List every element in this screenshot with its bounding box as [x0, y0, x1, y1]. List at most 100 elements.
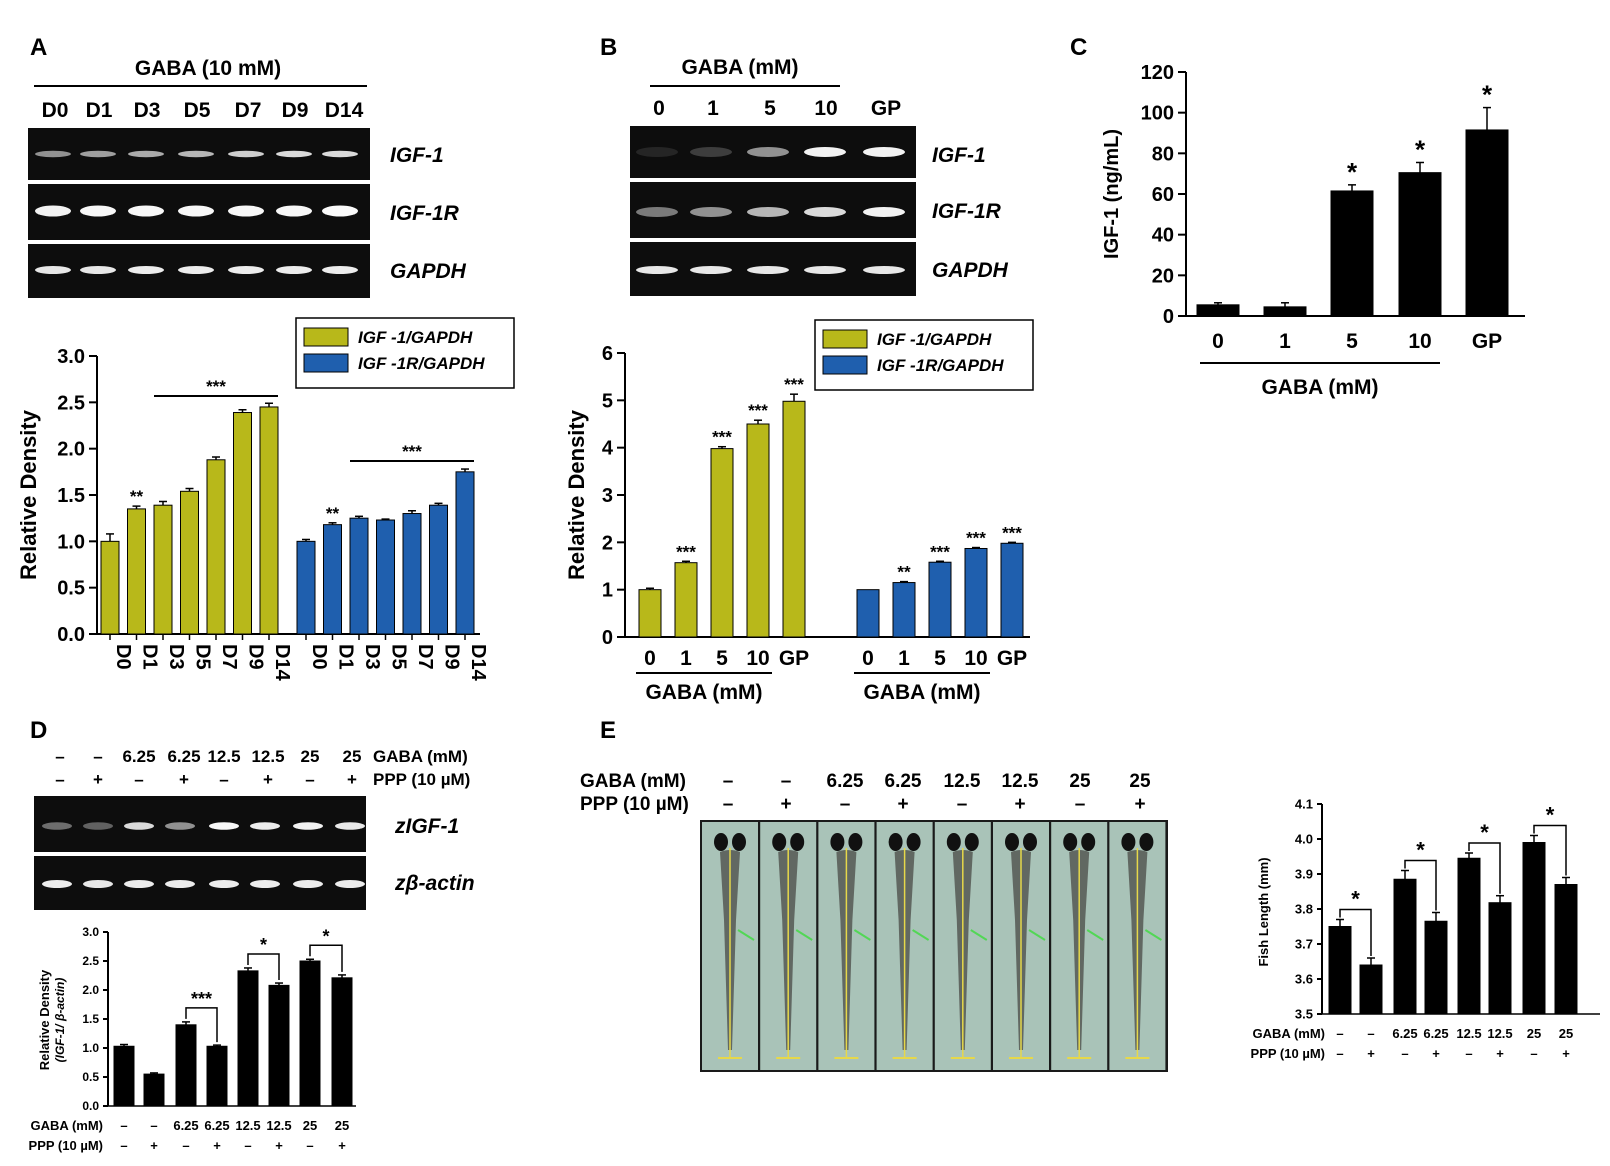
bar	[100, 540, 120, 635]
x-tick-label: D5	[388, 644, 410, 670]
bar	[455, 471, 475, 635]
gel-band	[747, 207, 789, 217]
significance-label: ***	[206, 377, 226, 396]
panel-letter-a: A	[30, 34, 47, 61]
gel-b-lane: 0	[653, 97, 665, 120]
x-gaba-value: –	[150, 1118, 157, 1133]
y-tick-label: 80	[1152, 143, 1174, 165]
gel-e-ppp-value: –	[957, 794, 968, 815]
bar	[323, 524, 342, 635]
bar	[113, 1045, 135, 1107]
fish-marker	[912, 929, 930, 941]
legend-label: IGF -1/GAPDH	[877, 330, 992, 349]
chart-e: 3.5 3.6 3.7 3.8 3.9 4.0 4.1 Fish Length (mm) * * *…	[1251, 797, 1600, 1061]
gel-e-ppp-value: +	[1134, 794, 1145, 815]
bar	[331, 977, 353, 1107]
gel-b: GABA (mM) 0 1 5 10 GP IGF-1 IGF-1R GAPDH	[630, 56, 1009, 296]
x-gaba-value: 25	[1559, 1026, 1573, 1041]
gel-band	[124, 822, 154, 830]
gel-d: – –6.25 6.25 12.5 12.5 25 25– + – + – + – + GABA (mM)…	[34, 747, 475, 910]
x-tick-label: D1	[335, 644, 357, 670]
gel-e-gaba-value: 6.25	[827, 771, 864, 792]
gel-e-gaba-value: 25	[1069, 771, 1091, 792]
significance-bracket	[185, 1007, 218, 1043]
gel-band	[80, 150, 116, 158]
x-gaba-value: 6.25	[1392, 1026, 1417, 1041]
gel-d-gaba-value: –	[93, 747, 102, 766]
bar	[964, 547, 988, 638]
gel-band	[165, 822, 195, 830]
x-gaba-value: –	[120, 1118, 127, 1133]
significance-label: *	[1482, 80, 1493, 110]
gel-band	[250, 822, 280, 830]
y-tick-label: 2.0	[82, 983, 99, 997]
gel-e-ppp-value: –	[723, 794, 734, 815]
fish-eye	[964, 833, 979, 851]
significance-label: ***	[966, 529, 986, 548]
gel-band	[35, 150, 71, 158]
bar	[153, 504, 173, 635]
bar	[429, 504, 448, 635]
fish-marker	[1144, 929, 1162, 941]
gel-band	[322, 205, 358, 217]
x-gaba-value: 6.25	[1423, 1026, 1448, 1041]
x-tick-label: 0	[862, 647, 874, 670]
gel-b-row-gapdh: GAPDH	[932, 259, 1009, 282]
x-gaba-value: 12.5	[1487, 1026, 1512, 1041]
y-tick-label: 40	[1152, 225, 1174, 247]
x-tick-label: 0	[644, 647, 656, 670]
gel-band	[747, 147, 789, 157]
fish-eye	[1081, 833, 1096, 851]
legend-label: IGF -1R/GAPDH	[877, 356, 1004, 375]
fish-eye	[772, 833, 787, 851]
fish-eye	[1139, 833, 1154, 851]
y-tick-label: 20	[1152, 265, 1174, 287]
gel-e-gaba-value: 25	[1129, 771, 1151, 792]
bar	[1263, 306, 1307, 317]
y-tick-label: 2	[602, 532, 613, 554]
y-tick-label: 5	[602, 390, 613, 412]
x-tick-label: 10	[964, 647, 987, 670]
y-axis-label: Relative Density	[37, 969, 52, 1070]
bar	[1457, 857, 1481, 1015]
bar	[1424, 920, 1448, 1015]
x-tick-label: D1	[139, 644, 161, 670]
gel-band	[276, 150, 312, 158]
gel-a-row-igf1r: IGF-1R	[390, 202, 460, 225]
fish-eye	[848, 833, 863, 851]
x-tick-label: D9	[441, 644, 463, 670]
gel-a-lane: D7	[235, 99, 262, 122]
row-label-gaba: GABA (mM)	[1253, 1026, 1325, 1041]
fish-marker	[737, 929, 755, 941]
gel-d-gaba-value: 6.25	[167, 747, 200, 766]
x-tick-label: 5	[716, 647, 728, 670]
x-ppp-value: +	[1432, 1046, 1440, 1061]
gel-band	[863, 207, 905, 217]
bar	[376, 519, 395, 635]
fish-marker	[970, 929, 988, 941]
gel-band	[863, 147, 905, 157]
group-label: GABA (mM)	[863, 681, 980, 704]
fish-image: – –6.25 6.25 12.5 12.5 25 25– + – + – + – + GABA (mM)…	[580, 771, 1168, 1072]
gel-a-treatment: GABA (10 mM)	[135, 57, 281, 80]
significance-label: *	[1351, 887, 1360, 912]
gel-d-gaba-value: 25	[301, 747, 320, 766]
x-gaba-value: 12.5	[1456, 1026, 1481, 1041]
gel-band	[863, 266, 905, 274]
y-tick-label: 3.5	[1295, 1007, 1313, 1022]
significance-label: *	[1480, 820, 1489, 845]
y-tick-label: 6	[602, 343, 613, 365]
gel-band	[228, 150, 264, 158]
x-ppp-value: –	[1465, 1046, 1472, 1061]
y-tick-label: 1.5	[82, 1012, 99, 1026]
significance-bracket	[1404, 859, 1437, 911]
legend-swatch	[303, 353, 349, 373]
bar	[1330, 190, 1374, 317]
gel-d-ppp-value: –	[134, 770, 143, 789]
fish-eye	[946, 833, 961, 851]
gel-band	[80, 205, 116, 217]
gel-band	[209, 822, 239, 830]
gel-d-row-zbactin: zβ-actin	[394, 872, 475, 895]
fish-marker	[795, 929, 813, 941]
legend-label: IGF -1/GAPDH	[358, 328, 473, 347]
